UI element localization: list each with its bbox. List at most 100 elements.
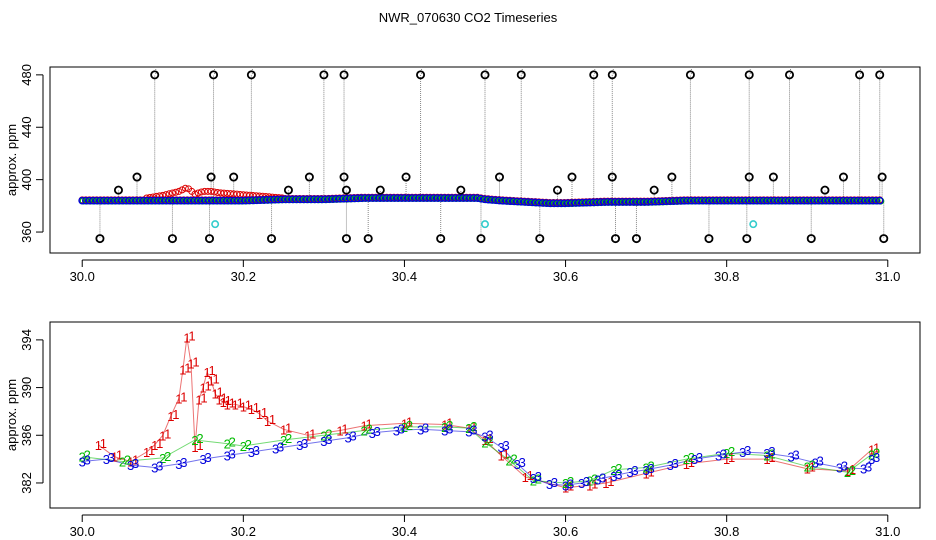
bottom-series-marker: 3 (841, 458, 848, 473)
top-blue-point (226, 196, 235, 205)
bottom-series-marker: 3 (626, 465, 633, 480)
top-blue-point (774, 196, 783, 205)
top-blue-point (136, 196, 145, 205)
bottom-series-marker: 1 (406, 414, 413, 429)
top-blue-point (466, 194, 474, 202)
top-blue-point (560, 199, 569, 208)
bottom-series-marker: 3 (199, 452, 206, 467)
top-blue-point (734, 196, 743, 205)
bottom-series-marker: 1 (256, 407, 263, 422)
top-blue-point (516, 197, 525, 206)
bottom-series-marker: 1 (196, 438, 203, 453)
bottom-series-marker: 3 (369, 426, 376, 441)
bottom-series-marker: 1 (232, 397, 239, 412)
bottom-series-marker: 2 (591, 472, 598, 487)
top-blue-point (400, 194, 409, 202)
top-outlier-point (132, 172, 142, 182)
top-blue-point (875, 196, 884, 205)
bottom-series-marker: 1 (207, 373, 214, 388)
bottom-series-marker: 2 (320, 428, 327, 443)
top-outlier-point (875, 70, 885, 80)
top-blue-point (672, 197, 681, 205)
bottom-series-marker: 3 (470, 423, 477, 438)
top-outlier-point (341, 185, 351, 195)
top-blue-point (81, 196, 90, 205)
bottom-series-marker: 3 (486, 427, 493, 442)
bottom-series-marker: 1 (470, 419, 477, 434)
bottom-series-marker: 1 (212, 371, 219, 386)
bottom-series-marker: 3 (325, 432, 332, 447)
bottom-series-marker: 1 (497, 449, 504, 464)
top-blue-point (183, 196, 192, 205)
top-outlier-point (785, 70, 795, 80)
bottom-series-marker: 1 (253, 400, 260, 415)
bottom-series-marker: 1 (591, 476, 598, 491)
top-blue-point (132, 196, 141, 205)
bottom-plot-frame (49, 321, 921, 509)
top-blue-point (625, 198, 634, 206)
bottom-series-marker: 2 (688, 450, 695, 465)
top-blue-point (705, 196, 714, 205)
top-data-marks (78, 70, 889, 244)
bottom-series-marker: 3 (583, 474, 590, 489)
bottom-series-marker: 3 (393, 424, 400, 439)
top-blue-point (364, 194, 373, 202)
top-blue-point (161, 196, 170, 205)
bottom-series-marker: 2 (849, 463, 856, 478)
top-blue-point (690, 196, 699, 205)
bottom-series-marker: 2 (159, 451, 166, 466)
bottom-series-marker: 3 (301, 436, 308, 451)
top-blue-point (107, 196, 116, 205)
top-blue-point (397, 194, 406, 202)
top-blue-point (643, 197, 652, 206)
bottom-series-marker: 1 (183, 331, 190, 346)
bottom-series-marker: 3 (156, 458, 163, 473)
top-blue-point (219, 196, 228, 205)
top-blue-point (654, 197, 663, 206)
top-blue-point (495, 196, 503, 205)
top-y-tick-label: 400 (19, 169, 34, 191)
bottom-series-marker: 1 (220, 395, 227, 410)
top-outlier-point (742, 234, 752, 244)
bottom-series-marker: 1 (116, 448, 123, 463)
top-red-point (194, 189, 202, 197)
top-outlier-point (704, 234, 714, 244)
top-blue-point (139, 196, 148, 205)
top-blue-point (172, 196, 181, 205)
bottom-series-marker: 2 (809, 457, 816, 472)
top-blue-point (411, 194, 420, 202)
bottom-series-marker: 1 (245, 398, 252, 413)
bottom-series-marker: 1 (441, 418, 448, 433)
top-outlier-point (649, 185, 659, 195)
top-blue-point (303, 195, 311, 204)
bottom-series-marker: 3 (253, 443, 260, 458)
bottom-series-marker: 3 (546, 477, 553, 492)
bottom-series-marker: 2 (441, 420, 448, 435)
top-blue-point (861, 196, 870, 205)
bottom-series-marker: 1 (502, 447, 509, 462)
top-blue-point (709, 196, 717, 205)
bottom-series-marker: 2 (683, 452, 690, 467)
top-outlier-point (167, 234, 177, 244)
top-blue-point (738, 196, 746, 205)
top-blue-point (806, 196, 815, 205)
top-panel: 30.0 30.2 30.4 30.6 30.8 31.0 360 400 440 480 appr… (4, 64, 921, 284)
bottom-series-marker: 1 (844, 464, 851, 479)
top-blue-point (759, 196, 768, 205)
bottom-series-line (82, 428, 873, 486)
top-outlier-point (319, 70, 329, 80)
top-blue-point (748, 196, 757, 205)
top-blue-point (680, 196, 688, 205)
bottom-series-marker: 3 (229, 447, 236, 462)
top-blue-point (437, 194, 445, 202)
top-blue-point (393, 194, 402, 202)
bottom-series-marker: 1 (172, 407, 179, 422)
bottom-series-marker: 1 (192, 355, 199, 370)
top-blue-point (415, 194, 424, 202)
bottom-series-marker: 1 (167, 409, 174, 424)
bottom-series-marker: 3 (248, 445, 255, 460)
top-outlier-point (607, 172, 617, 182)
bottom-series-marker: 3 (739, 445, 746, 460)
bottom-series-marker: 2 (586, 474, 593, 489)
top-blue-point (683, 196, 692, 205)
